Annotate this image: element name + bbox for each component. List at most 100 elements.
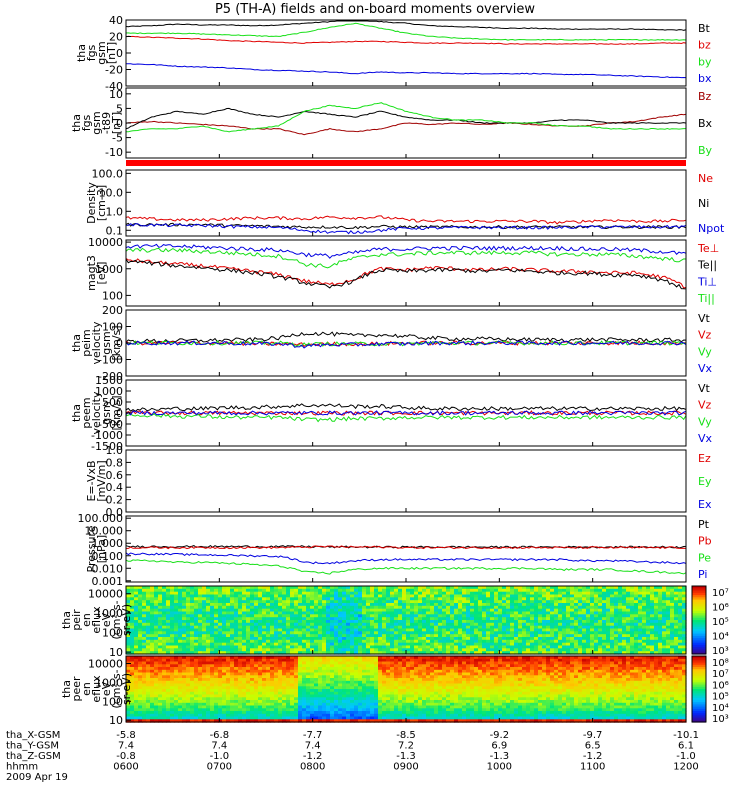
spectrogram-cell (482, 611, 487, 615)
spectrogram-cell (182, 631, 187, 635)
spectrogram-cell (206, 608, 211, 613)
spectrogram-cell (342, 708, 347, 712)
spectrogram-cell (270, 591, 275, 596)
spectrogram-cell (318, 600, 323, 604)
spectrogram-cell (358, 608, 363, 613)
spectrogram-cell (618, 605, 623, 610)
spectrogram-cell (618, 603, 623, 607)
spectrogram-cell (366, 614, 371, 618)
spectrogram-cell (174, 672, 179, 676)
spectrogram-cell (286, 702, 291, 707)
spectrogram-cell (418, 597, 423, 601)
spectrogram-cell (134, 658, 139, 663)
spectrogram-cell (546, 611, 551, 615)
spectrogram-cell (138, 617, 143, 621)
spectrogram-cell (286, 700, 291, 704)
colorbar-segment (692, 620, 706, 623)
spectrogram-cell (186, 672, 191, 676)
spectrogram-cell (362, 586, 367, 590)
spectrogram-cell (458, 586, 463, 590)
spectrogram-cell (174, 691, 179, 696)
spectrogram-cell (650, 600, 655, 604)
spectrogram-cell (346, 617, 351, 621)
spectrogram-cell (194, 651, 199, 655)
spectrogram-cell (602, 651, 607, 655)
spectrogram-cell (410, 614, 415, 618)
spectrogram-cell (274, 672, 279, 676)
colorbar-segment (692, 647, 706, 651)
spectrogram-cell (534, 634, 539, 638)
spectrogram-cell (234, 678, 239, 682)
spectrogram-cell (566, 639, 571, 644)
spectrogram-cell (530, 586, 535, 590)
spectrogram-cell (666, 645, 671, 649)
spectrogram-cell (158, 689, 163, 693)
spectrogram-cell (494, 648, 499, 652)
spectrogram-cell (146, 694, 151, 698)
spectrogram-cell (430, 605, 435, 610)
spectrogram-cell (670, 588, 675, 593)
spectrogram-cell (266, 661, 271, 665)
spectrogram-cell (258, 620, 263, 624)
spectrogram-cell (158, 669, 163, 674)
spectrogram-cell (422, 588, 427, 593)
spectrogram-cell (138, 700, 143, 704)
spectrogram-cell (638, 628, 643, 632)
spectrogram-cell (238, 591, 243, 596)
spectrogram-cell (274, 628, 279, 632)
spectrogram-cell (230, 645, 235, 649)
spectrogram-cell (150, 680, 155, 685)
spectrogram-cell (214, 608, 219, 613)
spectrogram-cell (210, 594, 215, 598)
spectrogram-cell (166, 694, 171, 698)
spectrogram-cell (626, 634, 631, 638)
spectrogram-cell (582, 586, 587, 590)
spectrogram-cell (510, 637, 515, 641)
spectrogram-cell (470, 625, 475, 630)
spectrogram-cell (402, 586, 407, 590)
spectrogram-cell (358, 631, 363, 635)
spectrogram-cell (274, 675, 279, 679)
spectrogram-cell (366, 591, 371, 596)
spectrogram-cell (454, 614, 459, 618)
spectrogram-cell (178, 697, 183, 701)
spectrogram-cell (610, 608, 615, 613)
spectrogram-cell (166, 651, 171, 655)
spectrogram-cell (190, 648, 195, 652)
spectrogram-cell (410, 639, 415, 644)
spectrogram-cell (526, 591, 531, 596)
spectrogram-cell (374, 603, 379, 607)
spectrogram-cell (450, 645, 455, 649)
spectrogram-cell (414, 631, 419, 635)
spectrogram-cell (138, 702, 143, 707)
spectrogram-cell (214, 697, 219, 701)
spectrogram-cell (174, 678, 179, 682)
panel-frame (125, 515, 687, 583)
spectrogram-cell (146, 611, 151, 615)
spectrogram-cell (466, 600, 471, 604)
spectrogram-cell (530, 591, 535, 596)
spectrogram-cell (314, 711, 319, 715)
spectrogram-cell (466, 605, 471, 610)
spectrogram-cell (262, 669, 267, 674)
spectrogram-cell (206, 645, 211, 649)
spectrogram-cell (250, 705, 255, 709)
spectrogram-cell (146, 675, 151, 679)
spectrogram-cell (342, 689, 347, 693)
spectrogram-cell (674, 628, 679, 632)
spectrogram-cell (370, 622, 375, 627)
y-axis-label-line: peir (70, 609, 83, 631)
spectrogram-cell (202, 603, 207, 607)
spectrogram-cell (210, 625, 215, 630)
spectrogram-cell (202, 651, 207, 655)
spectrogram-cell (494, 611, 499, 615)
spectrogram-cell (638, 637, 643, 641)
spectrogram-cell (334, 611, 339, 615)
spectrogram-cell (666, 628, 671, 632)
spectrogram-cell (530, 617, 535, 621)
spectrogram-cell (142, 605, 147, 610)
spectrogram-cell (318, 683, 323, 687)
spectrogram-cell (270, 697, 275, 701)
spectrogram-cell (142, 637, 147, 641)
spectrogram-cell (378, 651, 383, 655)
